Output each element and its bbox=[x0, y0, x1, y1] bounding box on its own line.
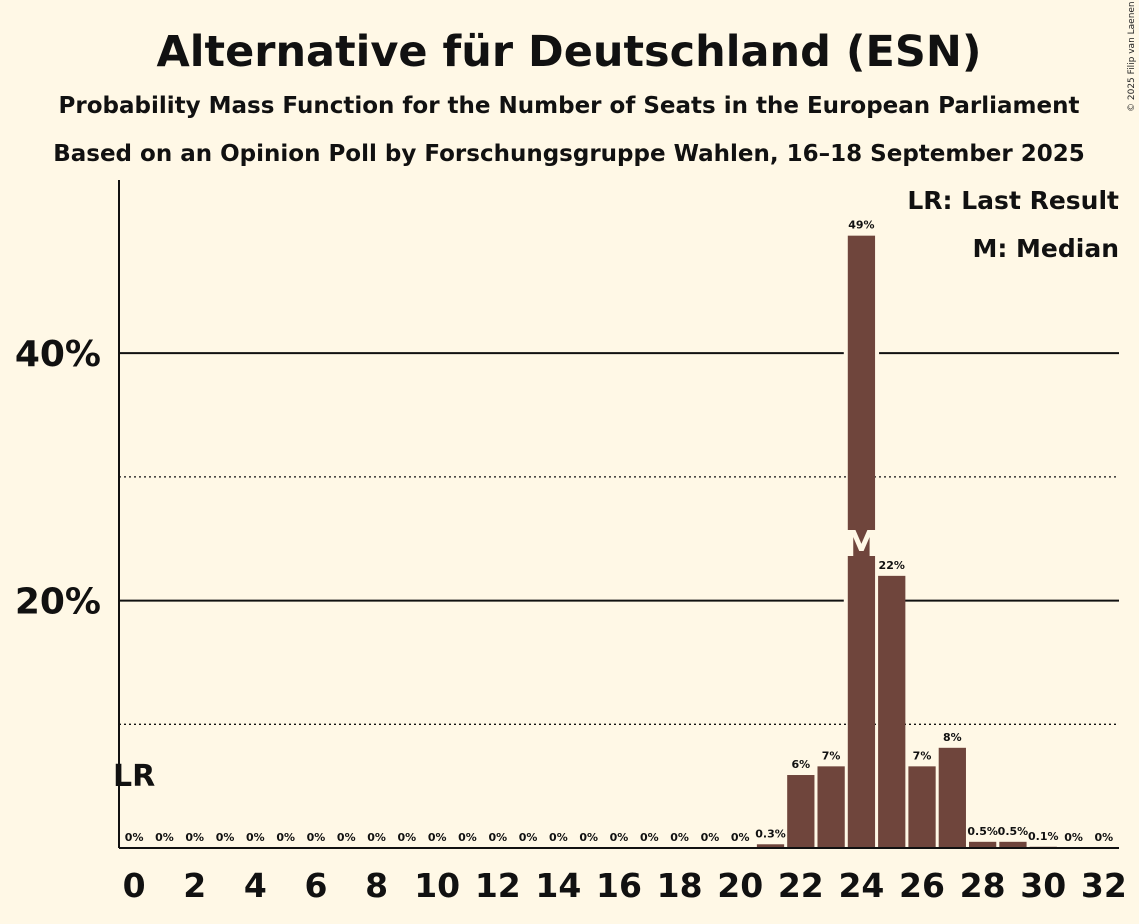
legend: LR: Last Result M: Median bbox=[907, 186, 1119, 263]
x-tick-label: 16 bbox=[596, 866, 642, 905]
data-label: 22% bbox=[879, 559, 905, 572]
chart-subtitle-source: Based on an Opinion Poll by Forschungsgr… bbox=[53, 141, 1085, 167]
x-tick-label: 4 bbox=[244, 866, 267, 905]
data-label: 0% bbox=[185, 831, 204, 844]
x-tick-label: 6 bbox=[304, 866, 327, 905]
bar bbox=[908, 766, 936, 848]
legend-entry: M: Median bbox=[972, 234, 1119, 263]
x-tick-label: 14 bbox=[535, 866, 581, 905]
data-label: 0% bbox=[398, 831, 417, 844]
y-tick-label: 40% bbox=[15, 334, 101, 375]
x-tick-label: 10 bbox=[414, 866, 460, 905]
x-tick-label: 28 bbox=[960, 866, 1006, 905]
x-tick-label: 0 bbox=[123, 866, 146, 905]
data-label: 0% bbox=[579, 831, 598, 844]
data-label: 7% bbox=[913, 749, 932, 762]
data-label: 0% bbox=[367, 831, 386, 844]
x-tick-label: 30 bbox=[1020, 866, 1066, 905]
data-label: 49% bbox=[848, 219, 874, 232]
data-label: 0% bbox=[155, 831, 174, 844]
last-result-marker: LR bbox=[113, 759, 155, 794]
x-tick-label: 8 bbox=[365, 866, 388, 905]
data-label: 0% bbox=[428, 831, 447, 844]
gridlines bbox=[119, 351, 1119, 725]
data-label: 0% bbox=[610, 831, 629, 844]
data-label: 0% bbox=[1064, 831, 1083, 844]
x-tick-label: 18 bbox=[657, 866, 703, 905]
data-label: 0% bbox=[640, 831, 659, 844]
data-label: 0% bbox=[670, 831, 689, 844]
x-tick-label: 32 bbox=[1081, 866, 1127, 905]
y-tick-label: 20% bbox=[15, 582, 101, 623]
x-tick-label: 20 bbox=[717, 866, 763, 905]
x-tick-label: 12 bbox=[475, 866, 521, 905]
data-label: 0.5% bbox=[967, 825, 998, 838]
data-label: 0% bbox=[125, 831, 144, 844]
bar bbox=[969, 841, 997, 848]
data-label: 0% bbox=[246, 831, 265, 844]
chart-subtitle: Probability Mass Function for the Number… bbox=[59, 93, 1080, 119]
median-marker: M bbox=[844, 524, 880, 565]
data-label: 0.3% bbox=[755, 827, 786, 840]
data-label: 7% bbox=[822, 749, 841, 762]
data-label: 0% bbox=[731, 831, 750, 844]
data-label: 8% bbox=[943, 731, 962, 744]
axes: 20%40%0 2 4 6 8 10 12 14 16 18 20 22 24 26 28 30 32 bbox=[15, 180, 1127, 905]
legend-entry: LR: Last Result bbox=[907, 186, 1119, 215]
bar bbox=[847, 235, 876, 848]
data-label: 0% bbox=[488, 831, 507, 844]
bar bbox=[817, 766, 845, 848]
data-label: 0% bbox=[216, 831, 235, 844]
bar bbox=[938, 747, 966, 848]
data-label: 0% bbox=[458, 831, 477, 844]
bar bbox=[787, 775, 815, 848]
data-label: 0% bbox=[519, 831, 538, 844]
data-label: 0% bbox=[1095, 831, 1114, 844]
x-tick-label: 24 bbox=[838, 866, 884, 905]
chart-title: Alternative für Deutschland (ESN) bbox=[157, 27, 982, 77]
bar bbox=[999, 841, 1027, 848]
bar bbox=[878, 575, 906, 848]
data-label: 0.5% bbox=[998, 825, 1029, 838]
data-label: 0% bbox=[307, 831, 326, 844]
x-tick-label: 2 bbox=[183, 866, 206, 905]
data-label: 6% bbox=[791, 758, 810, 771]
data-label: 0.1% bbox=[1028, 830, 1059, 843]
copyright-notice: © 2025 Filip van Laenen bbox=[1127, 1, 1137, 112]
data-label: 0% bbox=[276, 831, 295, 844]
data-label: 0% bbox=[549, 831, 568, 844]
data-labels: 0% 0% 0% 0% 0% 0% 0% 0% 0% 0% 0% 0% 0% 0% 0% 0% 0% 0% 0% 0%… bbox=[113, 219, 1113, 844]
bar bbox=[756, 844, 785, 848]
bars bbox=[756, 235, 1057, 848]
data-label: 0% bbox=[337, 831, 356, 844]
x-tick-label: 22 bbox=[778, 866, 824, 905]
data-label: 0% bbox=[701, 831, 720, 844]
x-tick-label: 26 bbox=[899, 866, 945, 905]
